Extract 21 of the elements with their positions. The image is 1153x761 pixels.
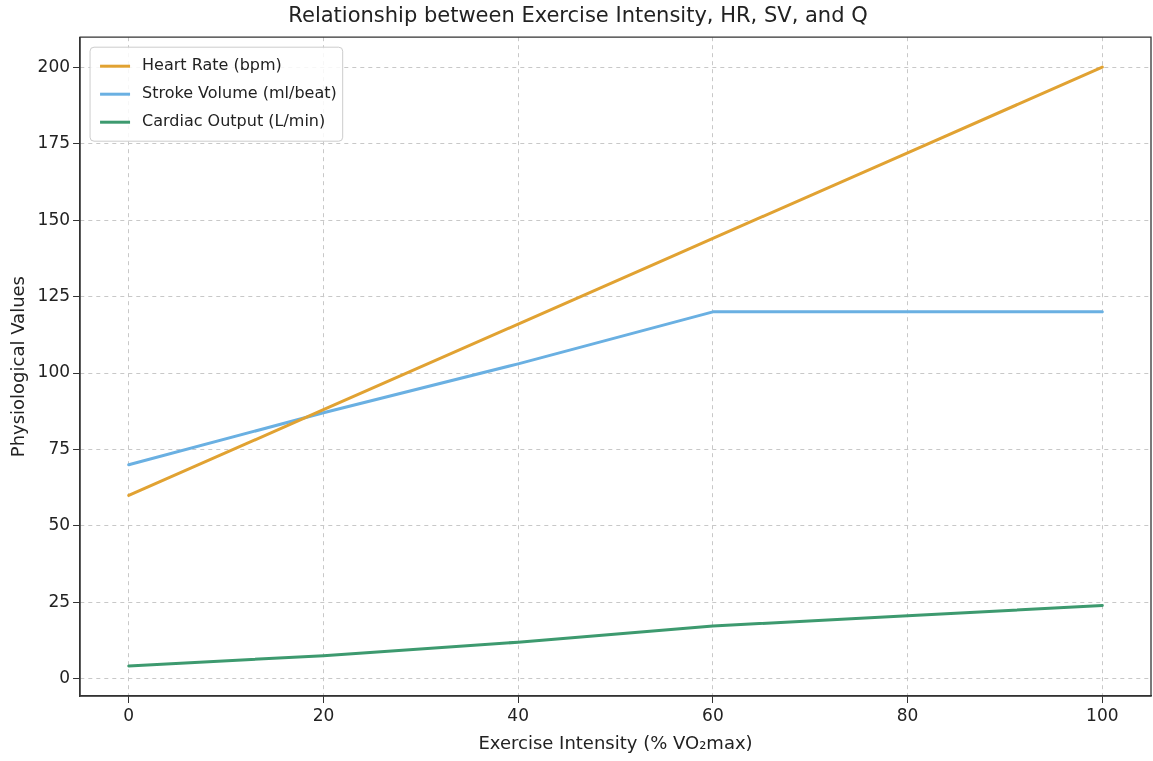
chart-title: Relationship between Exercise Intensity, HR, SV, and Q [288, 3, 868, 28]
y-tick-label: 150 [37, 208, 71, 229]
y-axis-title: Physiological Values [7, 275, 29, 458]
y-tick-label: 175 [37, 132, 71, 153]
y-tick-label: 125 [37, 284, 71, 305]
y-tick-label: 200 [37, 55, 71, 76]
x-tick-label: 100 [1086, 704, 1119, 725]
x-tick-label: 40 [507, 704, 529, 725]
legend-label: Stroke Volume (ml/beat) [142, 83, 337, 103]
legend-label: Heart Rate (bpm) [142, 55, 282, 75]
x-tick-label: 60 [702, 704, 724, 725]
x-tick-label: 20 [312, 704, 335, 725]
y-tick-label: 100 [37, 361, 71, 382]
x-tick-label: 80 [896, 704, 919, 725]
legend-label: Cardiac Output (L/min) [142, 111, 326, 131]
x-axis-title: Exercise Intensity (% VO₂max) [478, 731, 753, 753]
x-tick-label: 0 [123, 704, 135, 725]
y-tick-label: 0 [59, 667, 71, 688]
y-tick-label: 25 [48, 590, 71, 611]
y-tick-label: 75 [48, 437, 71, 458]
y-tick-label: 50 [48, 514, 71, 535]
